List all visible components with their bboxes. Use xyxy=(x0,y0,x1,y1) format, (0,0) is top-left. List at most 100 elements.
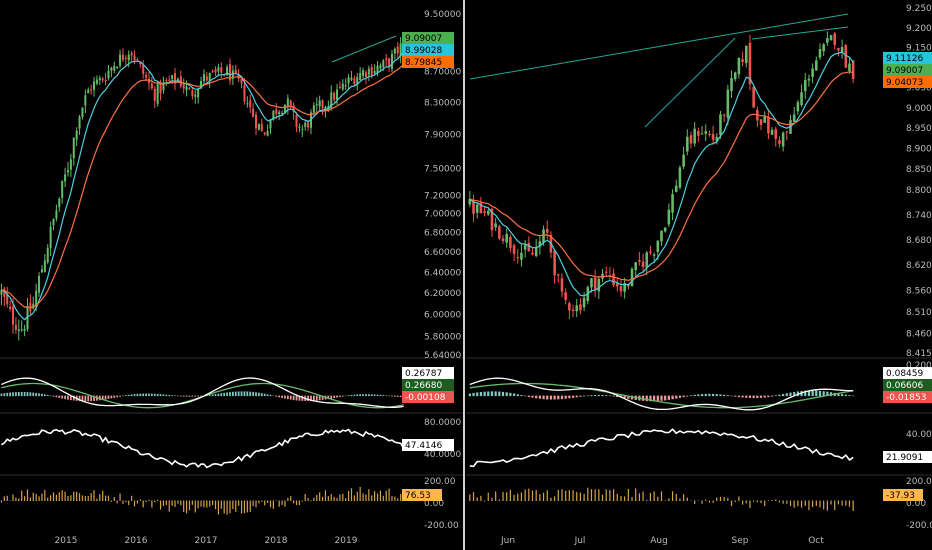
macd-histogram-bar xyxy=(107,395,110,399)
volume-bar xyxy=(197,500,199,509)
candle-body xyxy=(159,81,162,94)
volume-bar xyxy=(620,496,622,501)
candle-body xyxy=(101,78,104,81)
volume-bar xyxy=(139,499,141,501)
macd-histogram-bar xyxy=(399,395,402,398)
macd-histogram-bar xyxy=(782,394,785,397)
candle-body xyxy=(289,100,292,107)
macd-histogram-bar xyxy=(336,395,338,398)
macd-tag xyxy=(883,391,932,403)
candle-body xyxy=(364,72,367,77)
macd-histogram-bar xyxy=(367,394,370,397)
candle-body xyxy=(17,329,20,331)
candle-body xyxy=(119,54,122,66)
candle-body xyxy=(75,130,78,140)
volume-bar xyxy=(775,499,777,501)
candle-body xyxy=(350,77,353,80)
candle-body xyxy=(759,119,763,125)
macd-histogram-bar xyxy=(575,395,578,398)
volume-bar xyxy=(350,488,353,501)
macd-histogram-bar xyxy=(315,395,318,401)
candle-body xyxy=(582,297,586,308)
macd-histogram-bar xyxy=(151,393,153,397)
macd-histogram-bar xyxy=(359,394,362,397)
macd-histogram-bar xyxy=(476,392,479,397)
volume-bar xyxy=(327,496,329,501)
histogram-tick-label: -200.00 xyxy=(424,521,459,531)
candle-body xyxy=(124,57,127,59)
candle-body xyxy=(826,38,829,43)
candle-body xyxy=(116,66,119,69)
candle-body xyxy=(330,92,333,108)
volume-bar xyxy=(624,496,626,501)
macd-tick-label: 0.20000 xyxy=(906,361,932,371)
candle-body xyxy=(90,89,93,91)
volume-bar xyxy=(313,497,315,501)
macd-histogram-bar xyxy=(252,391,254,397)
macd-histogram-bar xyxy=(292,395,295,401)
volume-bar xyxy=(84,496,86,501)
macd-histogram-bar xyxy=(208,394,211,397)
volume-bar xyxy=(73,491,75,501)
volume-bar xyxy=(472,492,475,501)
macd-tag-label: 0.06606 xyxy=(886,381,923,391)
candle-body xyxy=(689,135,693,144)
candle-body xyxy=(373,70,376,74)
macd-histogram-bar xyxy=(122,395,124,397)
candle-body xyxy=(619,286,623,292)
volume-bar xyxy=(528,488,530,501)
volume-bar xyxy=(513,494,515,501)
ma-slow-line xyxy=(1,63,405,309)
candle-body xyxy=(168,79,171,81)
macd-histogram-bar xyxy=(333,395,335,399)
macd-histogram-bar xyxy=(549,395,553,400)
volume-bar xyxy=(701,500,703,504)
volume-bar xyxy=(539,494,541,501)
candle-body xyxy=(121,54,124,60)
candle-body xyxy=(246,103,249,105)
price-tick-label: 7.50000 xyxy=(424,165,461,175)
price-tick-label: 8.85000 xyxy=(906,165,932,175)
oscillator-tag-label: 21.9091 xyxy=(886,453,923,463)
macd-histogram-bar xyxy=(298,395,301,401)
volume-bar xyxy=(738,496,740,501)
macd-tag xyxy=(402,379,454,391)
volume-bar xyxy=(240,500,243,514)
macd-histogram-bar xyxy=(214,394,217,397)
macd-histogram-bar xyxy=(191,395,194,397)
oscillator-line xyxy=(0,428,405,469)
volume-bar xyxy=(67,496,69,501)
candle-body xyxy=(399,43,402,57)
volume-bar xyxy=(745,500,747,504)
candle-body xyxy=(214,69,217,73)
macd-histogram-bar xyxy=(9,392,11,397)
macd-histogram-bar xyxy=(579,395,582,397)
candle-body xyxy=(851,60,855,80)
ma-fast-line xyxy=(469,51,854,297)
volume-bar xyxy=(542,492,545,501)
price-tick-label: 6.60000 xyxy=(424,248,461,258)
volume-bar xyxy=(287,497,289,501)
macd-histogram-bar xyxy=(373,394,376,397)
volume-bar xyxy=(131,495,133,501)
volume-bar xyxy=(376,493,379,501)
volume-bar xyxy=(93,490,95,501)
candle-body xyxy=(292,105,295,113)
price-tick-label: 8.51000 xyxy=(906,308,932,318)
macd-histogram-bar xyxy=(289,395,292,400)
histogram-tag-label: 76.53 xyxy=(405,491,431,501)
macd-histogram-bar xyxy=(26,392,29,397)
macd-histogram-bar xyxy=(396,395,399,397)
candle-body xyxy=(568,303,571,311)
volume-bar xyxy=(171,500,173,506)
volume-bar xyxy=(385,490,387,501)
macd-histogram-bar xyxy=(200,395,202,397)
macd-histogram-bar xyxy=(494,391,497,397)
x-tick-label: Oct xyxy=(808,536,824,546)
candle-body xyxy=(281,112,284,114)
price-tag xyxy=(402,56,454,68)
volume-bar xyxy=(590,489,593,501)
candle-body xyxy=(249,100,252,108)
macd-histogram-bar xyxy=(341,395,344,397)
